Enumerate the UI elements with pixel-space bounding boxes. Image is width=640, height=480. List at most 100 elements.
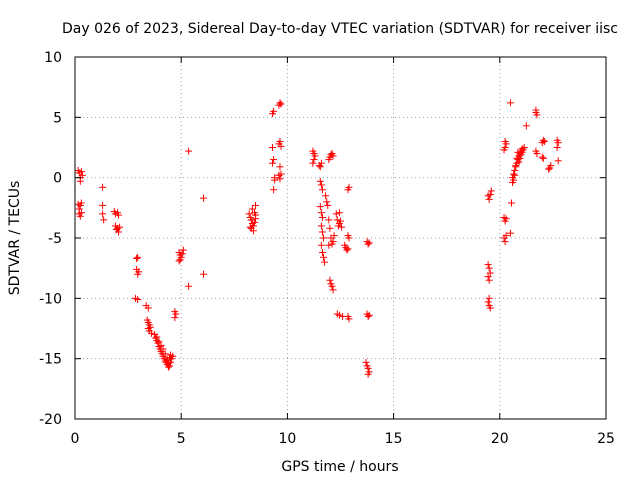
data-point xyxy=(323,198,331,206)
data-point xyxy=(276,163,284,171)
data-point xyxy=(333,216,341,224)
x-axis-label: GPS time / hours xyxy=(281,459,398,475)
data-point xyxy=(249,227,257,235)
data-point xyxy=(318,228,326,236)
data-point xyxy=(532,106,540,114)
y-tick-label: -15 xyxy=(39,352,62,368)
data-point xyxy=(502,232,510,240)
data-point xyxy=(250,218,258,226)
data-point xyxy=(344,245,352,253)
data-point xyxy=(365,239,373,247)
data-point xyxy=(484,273,492,281)
data-point xyxy=(246,223,254,231)
x-tick-label: 20 xyxy=(491,431,509,447)
x-tick-label: 25 xyxy=(597,431,615,447)
data-point xyxy=(516,154,524,162)
data-point xyxy=(270,107,278,115)
data-point xyxy=(270,156,278,164)
data-point xyxy=(325,241,333,249)
data-point xyxy=(515,158,523,166)
data-point xyxy=(248,205,256,213)
data-point xyxy=(486,304,494,312)
data-point xyxy=(364,370,372,378)
data-points xyxy=(74,99,562,378)
data-point xyxy=(76,212,84,220)
data-point xyxy=(134,296,142,304)
axis-ticks: 0 5 10 15 20 25 -20 -15 -10 -5 0 5 10 xyxy=(39,50,615,447)
data-point xyxy=(554,139,562,147)
data-point xyxy=(500,213,508,221)
data-point xyxy=(485,276,493,284)
data-point xyxy=(200,270,208,278)
data-point xyxy=(486,269,494,277)
data-point xyxy=(540,137,548,145)
data-point xyxy=(269,159,277,167)
data-point xyxy=(317,222,325,230)
data-point xyxy=(484,261,492,269)
data-point xyxy=(326,276,334,284)
data-point xyxy=(501,144,509,151)
data-point xyxy=(533,111,541,119)
data-point xyxy=(78,171,86,179)
y-tick-label: -10 xyxy=(39,291,62,307)
data-point xyxy=(133,255,141,263)
data-point xyxy=(116,223,124,231)
data-point xyxy=(277,142,285,150)
data-point xyxy=(311,152,319,160)
data-point xyxy=(501,137,509,145)
data-point xyxy=(172,310,180,318)
data-point xyxy=(365,311,373,319)
data-point xyxy=(134,270,142,278)
data-point xyxy=(335,311,343,319)
data-point xyxy=(321,258,329,266)
data-point xyxy=(506,229,514,237)
plot-area-border xyxy=(74,56,607,420)
data-point xyxy=(178,250,186,258)
data-point xyxy=(76,177,84,185)
data-point xyxy=(276,175,284,183)
data-point xyxy=(176,256,184,264)
data-point xyxy=(250,209,258,217)
data-point xyxy=(329,238,337,246)
x-tick-label: 5 xyxy=(177,431,186,447)
data-point xyxy=(157,341,165,349)
data-point xyxy=(270,186,278,194)
data-point xyxy=(501,238,509,246)
data-point xyxy=(345,183,353,191)
data-point xyxy=(510,176,518,184)
y-axis-label: SDTVAR / TECUs xyxy=(7,181,23,296)
data-point xyxy=(161,350,169,358)
data-point xyxy=(329,286,337,294)
data-point xyxy=(277,100,285,108)
data-point xyxy=(325,216,333,224)
data-point xyxy=(512,162,520,170)
data-point xyxy=(99,210,107,218)
data-point xyxy=(164,363,172,371)
data-point xyxy=(545,165,553,173)
data-point xyxy=(518,148,526,156)
data-point xyxy=(328,282,336,290)
data-point xyxy=(332,210,340,218)
data-point xyxy=(316,177,324,185)
data-point xyxy=(362,358,370,366)
data-point xyxy=(506,99,514,107)
data-point xyxy=(252,201,260,209)
data-point xyxy=(318,213,326,221)
data-point xyxy=(269,144,277,151)
data-point xyxy=(316,203,324,211)
data-point xyxy=(364,312,372,320)
data-point xyxy=(310,156,318,164)
data-point xyxy=(538,153,546,161)
data-point xyxy=(99,201,107,209)
data-point xyxy=(317,241,325,249)
y-tick-label: 5 xyxy=(53,110,62,126)
data-point xyxy=(322,192,330,200)
data-point xyxy=(511,171,519,179)
y-tick-label: 10 xyxy=(44,50,62,66)
data-point xyxy=(485,264,493,272)
data-point xyxy=(115,228,123,236)
data-point xyxy=(175,257,183,265)
data-point xyxy=(337,217,344,225)
data-point xyxy=(520,144,528,151)
data-point xyxy=(276,99,284,107)
